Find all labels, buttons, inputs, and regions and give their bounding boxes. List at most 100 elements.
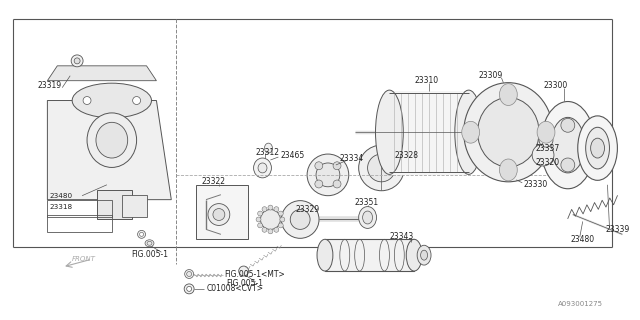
Ellipse shape (83, 97, 91, 105)
Ellipse shape (96, 122, 128, 158)
Ellipse shape (280, 217, 285, 222)
Ellipse shape (406, 239, 422, 271)
Text: A093001275: A093001275 (558, 301, 603, 307)
Polygon shape (47, 100, 172, 200)
Bar (47, 200, 112, 218)
Ellipse shape (561, 118, 575, 132)
Ellipse shape (420, 250, 428, 260)
Ellipse shape (72, 83, 152, 118)
Ellipse shape (268, 205, 273, 210)
Ellipse shape (464, 83, 553, 182)
Ellipse shape (333, 162, 341, 170)
Ellipse shape (363, 211, 372, 224)
Text: 23328: 23328 (394, 150, 419, 160)
Ellipse shape (455, 90, 483, 174)
Ellipse shape (185, 269, 194, 278)
Ellipse shape (239, 266, 248, 276)
Ellipse shape (499, 84, 517, 106)
Text: 23310: 23310 (414, 76, 438, 85)
Ellipse shape (140, 232, 143, 236)
Polygon shape (47, 66, 156, 81)
Text: 23329: 23329 (295, 205, 319, 214)
Bar (47, 214, 112, 232)
Text: 23318: 23318 (49, 204, 72, 210)
Text: 23312: 23312 (255, 148, 280, 156)
Ellipse shape (367, 154, 396, 182)
Ellipse shape (262, 207, 267, 212)
Bar (389, 91, 468, 175)
Ellipse shape (539, 133, 553, 147)
Ellipse shape (307, 154, 349, 196)
Ellipse shape (358, 207, 376, 228)
Ellipse shape (258, 223, 262, 228)
Ellipse shape (184, 284, 194, 294)
Ellipse shape (262, 227, 267, 232)
Ellipse shape (260, 210, 280, 229)
Text: FIG.005-1<MT>: FIG.005-1<MT> (224, 270, 285, 279)
Text: 23337: 23337 (535, 144, 559, 153)
Text: 23343: 23343 (389, 232, 413, 241)
Ellipse shape (461, 121, 479, 143)
Ellipse shape (147, 241, 152, 245)
Text: 23480: 23480 (49, 193, 72, 199)
Text: 23330: 23330 (524, 180, 547, 189)
Ellipse shape (316, 163, 340, 187)
Bar (97, 190, 132, 220)
Ellipse shape (532, 144, 554, 166)
Text: 23480: 23480 (571, 235, 595, 244)
Ellipse shape (499, 159, 517, 181)
Ellipse shape (537, 121, 555, 143)
Text: FIG.005-1: FIG.005-1 (132, 250, 169, 259)
Ellipse shape (417, 245, 431, 265)
Ellipse shape (253, 158, 271, 178)
Ellipse shape (71, 55, 83, 67)
Ellipse shape (256, 217, 261, 222)
Text: 23351: 23351 (355, 198, 379, 207)
Bar (325, 239, 414, 271)
Ellipse shape (358, 145, 404, 191)
Ellipse shape (315, 180, 323, 188)
Ellipse shape (376, 90, 403, 174)
Ellipse shape (145, 240, 154, 247)
Ellipse shape (586, 127, 609, 169)
Ellipse shape (213, 209, 225, 220)
Ellipse shape (87, 113, 136, 167)
Ellipse shape (258, 211, 262, 216)
Text: 23465: 23465 (280, 150, 305, 160)
Text: FRONT: FRONT (72, 256, 96, 262)
Ellipse shape (278, 211, 284, 216)
Text: 23322: 23322 (201, 177, 225, 186)
Text: C01008<CVT>: C01008<CVT> (207, 284, 264, 293)
Ellipse shape (477, 98, 539, 167)
Ellipse shape (132, 97, 141, 105)
Ellipse shape (317, 239, 333, 271)
Ellipse shape (333, 180, 341, 188)
Ellipse shape (187, 272, 191, 276)
Ellipse shape (268, 229, 273, 234)
Ellipse shape (551, 117, 585, 173)
Ellipse shape (74, 58, 80, 64)
Ellipse shape (138, 230, 145, 238)
Text: 23319: 23319 (38, 81, 61, 90)
Ellipse shape (278, 223, 284, 228)
Text: 23334: 23334 (340, 154, 364, 163)
Ellipse shape (578, 116, 618, 180)
Ellipse shape (291, 210, 310, 229)
Ellipse shape (208, 204, 230, 225)
Bar (122, 195, 147, 217)
Text: 23339: 23339 (605, 225, 630, 234)
Ellipse shape (274, 227, 279, 232)
Ellipse shape (561, 158, 575, 172)
Text: 23320: 23320 (535, 158, 559, 167)
Ellipse shape (274, 207, 279, 212)
Text: FIG.005-1: FIG.005-1 (226, 279, 263, 288)
Ellipse shape (591, 138, 605, 158)
Ellipse shape (264, 143, 273, 153)
Text: 23300: 23300 (543, 81, 567, 90)
Ellipse shape (282, 201, 319, 238)
Ellipse shape (315, 162, 323, 170)
Ellipse shape (258, 163, 267, 173)
Ellipse shape (187, 286, 191, 291)
Text: 23309: 23309 (479, 71, 503, 80)
Ellipse shape (541, 101, 595, 189)
